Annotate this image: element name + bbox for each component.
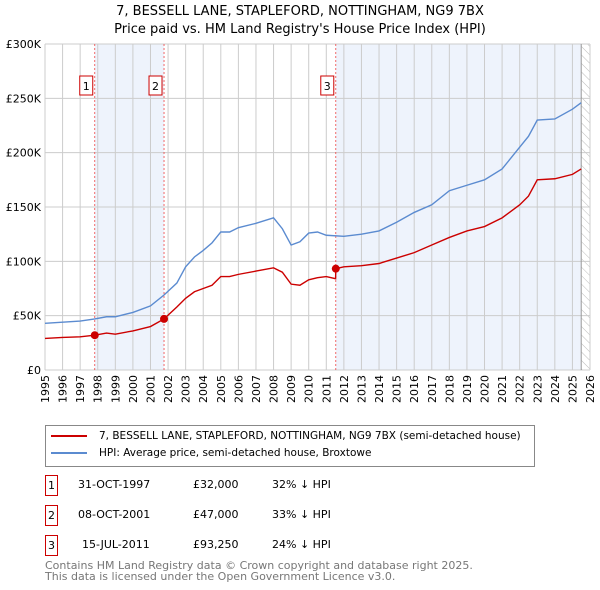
y-tick-label: £100K	[6, 255, 42, 268]
footer: Contains HM Land Registry data © Crown c…	[45, 560, 473, 582]
transaction-price: £47,000	[193, 508, 239, 521]
x-tick-label: 1995	[39, 375, 52, 403]
x-tick-label: 2007	[250, 375, 263, 403]
x-tick-label: 2005	[215, 375, 228, 403]
chart: 1995 1996 1997 1998 1999 2000 2001 2002 2003 2004…	[6, 38, 597, 403]
x-tick-label: 1997	[74, 375, 87, 403]
x-tick-label: 1996	[57, 375, 70, 403]
legend-swatch-property	[51, 435, 87, 437]
x-tick-label: 2018	[443, 375, 456, 403]
y-tick-label: £200K	[6, 147, 42, 160]
transaction-row: 3 15-JUL-2011 £93,250 24% ↓ HPI	[45, 535, 445, 556]
x-tick-label: 2010	[303, 375, 316, 403]
x-tick-label: 1999	[109, 375, 122, 403]
legend-swatch-hpi	[51, 452, 87, 454]
x-tick-label: 2012	[338, 375, 351, 403]
x-tick-label: 2013	[355, 375, 368, 403]
transaction-row: 2 08-OCT-2001 £47,000 33% ↓ HPI	[45, 505, 445, 526]
x-tick-label: 2026	[584, 375, 597, 403]
y-tick-label: £0	[27, 364, 41, 377]
transaction-date: 15-JUL-2011	[82, 538, 150, 551]
sale-label-box	[320, 75, 335, 96]
transaction-hpi: 24% ↓ HPI	[272, 538, 331, 551]
y-tick-label: £150K	[6, 201, 42, 214]
y-tick-label: £250K	[6, 92, 42, 105]
transaction-price: £32,000	[193, 478, 239, 491]
y-tick-label: £50K	[13, 310, 42, 323]
sale-label-box	[148, 75, 163, 96]
legend-label-property: 7, BESSELL LANE, STAPLEFORD, NOTTINGHAM,…	[99, 430, 521, 442]
sale-label-box	[79, 75, 94, 96]
transaction-date: 08-OCT-2001	[78, 508, 151, 521]
chart-subtitle: Price paid vs. HM Land Registry's House …	[114, 22, 486, 37]
hpi-line	[44, 102, 582, 324]
transaction-marker: 3	[45, 535, 58, 556]
x-tick-label: 2008	[268, 375, 281, 403]
x-tick-label: 1998	[92, 375, 105, 403]
footer-copyright: Contains HM Land Registry data © Crown c…	[45, 559, 473, 572]
legend-label-hpi: HPI: Average price, semi-detached house,…	[99, 447, 372, 459]
chart-title: 7, BESSELL LANE, STAPLEFORD, NOTTINGHAM,…	[116, 4, 484, 19]
transaction-marker: 1	[45, 475, 58, 496]
transaction-hpi: 33% ↓ HPI	[272, 508, 331, 521]
x-tick-label: 2000	[127, 375, 140, 403]
x-tick-label: 2019	[461, 375, 474, 403]
x-tick-label: 2001	[144, 375, 157, 403]
sale-label: 2	[152, 80, 159, 93]
x-tick-label: 2015	[391, 375, 404, 403]
x-tick-label: 2003	[180, 375, 193, 403]
transaction-date: 31-OCT-1997	[78, 478, 151, 491]
x-tick-label: 2020	[479, 375, 492, 403]
x-tick-label: 2017	[426, 375, 439, 403]
x-tick-label: 2009	[285, 375, 298, 403]
transaction-row: 1 31-OCT-1997 £32,000 32% ↓ HPI	[45, 475, 445, 496]
x-tick-label: 2023	[531, 375, 544, 403]
sale-point	[331, 264, 340, 273]
footer-licence: This data is licensed under the Open Gov…	[45, 570, 396, 583]
transaction-hpi: 32% ↓ HPI	[272, 478, 331, 491]
x-tick-label: 2021	[496, 375, 509, 403]
x-tick-label: 2004	[197, 375, 210, 403]
x-tick-label: 2006	[232, 375, 245, 403]
x-tick-label: 2025	[566, 375, 579, 403]
property-price-line	[44, 168, 582, 340]
x-tick-label: 2002	[162, 375, 175, 403]
transaction-marker: 2	[45, 505, 58, 526]
transaction-price: £93,250	[193, 538, 239, 551]
sale-point	[160, 314, 169, 323]
legend: 7, BESSELL LANE, STAPLEFORD, NOTTINGHAM,…	[45, 425, 535, 467]
x-tick-label: 2014	[373, 375, 386, 403]
x-tick-label: 2022	[514, 375, 527, 403]
x-tick-label: 2011	[320, 375, 333, 403]
sale-label: 1	[83, 80, 90, 93]
x-tick-label: 2016	[408, 375, 421, 403]
sale-label: 3	[324, 80, 331, 93]
y-tick-label: £300K	[6, 38, 42, 51]
x-tick-label: 2024	[549, 375, 562, 403]
sale-point	[90, 331, 99, 340]
